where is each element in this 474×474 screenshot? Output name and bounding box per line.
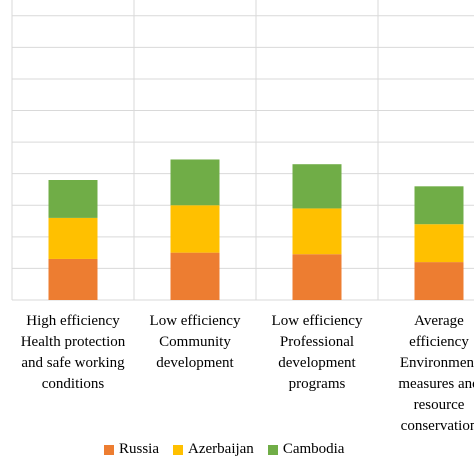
category-label-line: Community (159, 334, 231, 350)
legend-label-azerbaijan: Azerbaijan (188, 441, 254, 457)
category-label-line: conditions (41, 376, 105, 392)
category-label: High efficiency Health protection and safe… (15, 311, 131, 395)
bar-azerbaijan (414, 224, 464, 263)
bar-russia (292, 254, 342, 300)
category-label-line: development (278, 355, 356, 371)
category-label-line: resource (413, 397, 465, 413)
bar-russia (170, 252, 220, 300)
legend: Russia Azerbaijan Cambodia (104, 441, 358, 458)
category-label: Low efficiency Professional development pro… (259, 311, 375, 395)
category-label-line: efficiency (409, 334, 469, 350)
bar-azerbaijan (292, 208, 342, 255)
category-label-line: Health protection (20, 334, 126, 350)
legend-item-azerbaijan: Azerbaijan (173, 441, 254, 458)
legend-swatch-russia (104, 444, 114, 455)
category-label-line: Low efficiency (271, 313, 363, 329)
bar-series (48, 159, 464, 300)
legend-swatch-cambodia (267, 444, 278, 455)
category-label-line: development (156, 355, 234, 371)
category-label: Low efficiency Community development (137, 311, 253, 374)
bar-russia (414, 262, 464, 300)
bar-azerbaijan (48, 217, 98, 259)
category-label-line: High efficiency (26, 313, 120, 329)
gridlines (11, 0, 474, 301)
legend-swatch-azerbaijan (173, 444, 184, 455)
legend-item-russia: Russia (104, 441, 159, 458)
category-label-line: Environment (399, 355, 474, 371)
bar-cambodia (292, 164, 342, 209)
bar-azerbaijan (170, 205, 220, 253)
category-label-line: Low efficiency (149, 313, 241, 329)
category-label-line: Professional (279, 334, 355, 350)
bar-cambodia (170, 159, 220, 206)
category-label: Average efficiency Environment measures and… (381, 311, 474, 437)
legend-label-russia: Russia (119, 441, 160, 457)
legend-item-cambodia: Cambodia (267, 441, 345, 458)
category-label-line: measures and (398, 376, 474, 392)
legend-label-cambodia: Cambodia (282, 441, 345, 457)
category-label-line: conservation (400, 418, 474, 434)
category-label-line: and safe working (21, 355, 125, 371)
category-label-line: programs (288, 376, 346, 392)
bar-cambodia (414, 186, 464, 225)
bar-russia (48, 258, 98, 300)
bar-cambodia (48, 180, 98, 218)
category-label-line: Average (414, 313, 464, 329)
